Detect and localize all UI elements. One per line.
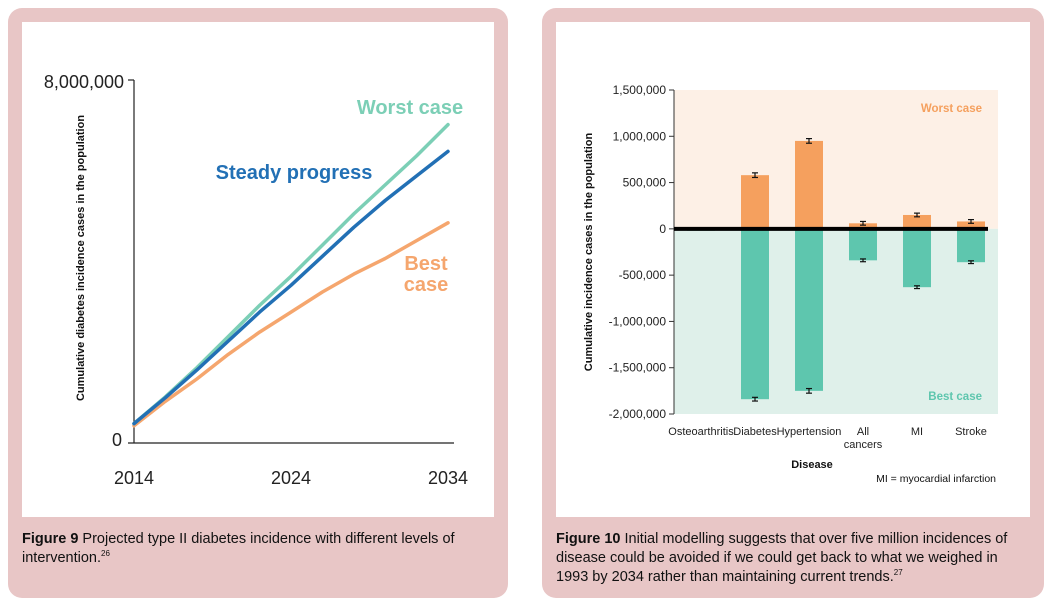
x-tick-label: Osteoarthritis: [668, 426, 734, 438]
bar-worst-5: [957, 221, 985, 229]
figure10-caption-text: Initial modelling suggests that over fiv…: [556, 531, 1008, 585]
worst-region-bg: [674, 90, 998, 229]
x-tick-label: 2014: [114, 468, 154, 488]
mi-annotation: MI = myocardial infarction: [876, 473, 996, 485]
y-tick-label: -1,500,000: [609, 361, 667, 375]
x-tick-label: 2034: [428, 468, 468, 488]
figure10-panel: Worst case Best case 1,500,000 1,000,000 500…: [542, 8, 1044, 598]
figure9-caption-label: Figure 9: [22, 531, 79, 547]
figure10-caption-label: Figure 10: [556, 531, 621, 547]
bar-worst-3: [849, 223, 877, 229]
y-tick-label: 0: [112, 430, 122, 450]
figure9-caption-text: Projected type II diabetes incidence wit…: [22, 531, 455, 566]
y-tick-label: 500,000: [623, 176, 667, 190]
y-tick-label: -2,000,000: [609, 407, 667, 421]
steady-progress-line: [132, 149, 450, 426]
best-region-bg: [674, 228, 998, 414]
y-tick-label: 8,000,000: [44, 72, 124, 92]
figure10-caption-ref: 27: [893, 568, 903, 578]
bar-best-5: [957, 228, 985, 263]
steady-progress-label: Steady progress: [216, 162, 373, 184]
figure10-caption: Figure 10 Initial modelling suggests tha…: [556, 530, 1030, 587]
bar-worst-1: [741, 175, 769, 229]
best-region-label: Best case: [928, 391, 982, 403]
bar-best-1: [741, 228, 769, 400]
best-case-label-line2: case: [404, 274, 449, 296]
worst-case-label: Worst case: [357, 97, 463, 119]
y-axis-label: Cumulative diabetes incidence cases in t…: [75, 115, 87, 401]
x-tick-label: All: [857, 426, 869, 438]
y-tick-label: -1,000,000: [609, 314, 667, 328]
figure10-chart-area: Worst case Best case 1,500,000 1,000,000 500…: [556, 22, 1030, 517]
worst-region-label: Worst case: [921, 103, 982, 115]
figure10-bar-chart: Worst case Best case 1,500,000 1,000,000 500…: [583, 83, 998, 485]
figure9-line-chart: 8,000,000 0 2014 2024 2034 Cumulative diabete…: [44, 72, 468, 488]
best-case-line: [132, 221, 450, 428]
figure9-chart-area: 8,000,000 0 2014 2024 2034 Cumulative diabete…: [22, 22, 494, 517]
y-tick-label: 1,000,000: [613, 129, 667, 143]
figure9-caption-ref: 26: [101, 549, 110, 559]
best-case-label-line1: Best: [404, 253, 448, 275]
bar-best-2: [795, 228, 823, 391]
x-tick-label: 2024: [271, 468, 311, 488]
x-tick-label: MI: [911, 426, 923, 438]
bar-best-3: [849, 228, 877, 261]
y-axis-label: Cumulative incidence cases in the popula…: [583, 133, 595, 372]
y-tick-label: 1,500,000: [613, 83, 667, 97]
bar-worst-2: [795, 140, 823, 229]
y-tick-label: -500,000: [619, 268, 667, 282]
bar-worst-4: [903, 214, 931, 229]
bar-best-4: [903, 228, 931, 288]
y-tick-label: 0: [659, 222, 666, 236]
x-tick-label: Hypertension: [777, 426, 842, 438]
x-tick-label: cancers: [844, 439, 883, 451]
x-tick-label: Stroke: [955, 426, 987, 438]
figure9-caption: Figure 9 Projected type II diabetes inci…: [22, 530, 492, 568]
x-tick-label: Diabetes: [733, 426, 777, 438]
figure9-panel: 8,000,000 0 2014 2024 2034 Cumulative diabete…: [8, 8, 508, 598]
x-axis-label: Disease: [791, 459, 833, 471]
